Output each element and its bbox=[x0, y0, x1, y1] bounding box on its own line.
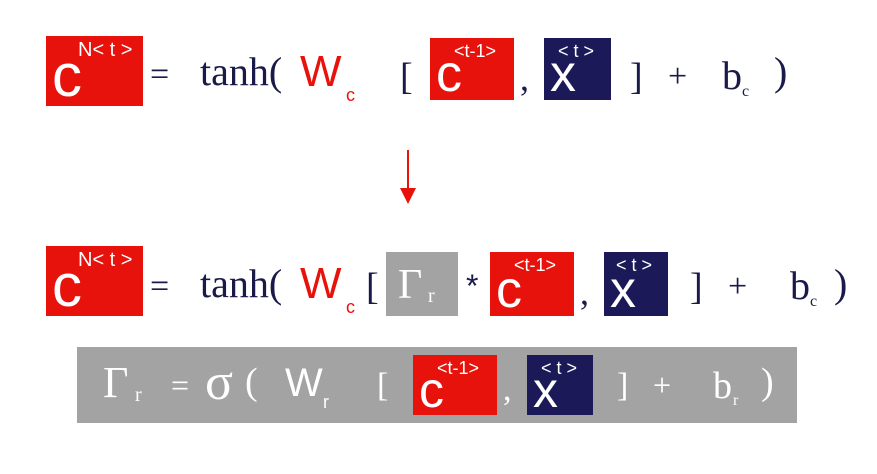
equals-sign: = bbox=[171, 367, 190, 403]
weight-w: W bbox=[285, 361, 323, 405]
x-box: x < t > bbox=[544, 38, 611, 100]
c-prev-variable: c bbox=[436, 45, 462, 100]
c-superscript: N< t > bbox=[78, 39, 133, 61]
plus-sign: + bbox=[668, 58, 688, 95]
open-bracket: [ bbox=[400, 56, 413, 98]
c-prev-superscript: <t-1> bbox=[454, 41, 497, 61]
tanh-function: tanh( bbox=[200, 49, 283, 94]
x-superscript: < t > bbox=[541, 358, 578, 378]
tanh-function: tanh( bbox=[200, 261, 283, 306]
x-box: x < t > bbox=[604, 252, 668, 316]
comma: , bbox=[520, 58, 529, 98]
c-tilde-box: c N< t > bbox=[46, 36, 143, 106]
c-tilde-box: c N< t > bbox=[46, 246, 143, 316]
x-variable: x bbox=[610, 261, 636, 316]
c-prev-variable: c bbox=[419, 362, 444, 415]
c-superscript: N< t > bbox=[78, 249, 133, 271]
bias-subscript: c bbox=[810, 293, 818, 310]
weight-w: W bbox=[300, 259, 342, 308]
bias-subscript: c bbox=[742, 83, 750, 100]
close-bracket: ] bbox=[690, 266, 703, 308]
weight-w: W bbox=[300, 47, 342, 96]
weight-subscript: r bbox=[323, 392, 329, 412]
close-bracket: ] bbox=[617, 367, 629, 404]
x-superscript: < t > bbox=[616, 255, 653, 275]
c-prev-superscript: <t-1> bbox=[437, 358, 480, 378]
bias-b: b bbox=[722, 53, 742, 98]
sigma-symbol: σ bbox=[205, 354, 234, 411]
equals-sign: = bbox=[150, 268, 170, 305]
comma: , bbox=[503, 371, 512, 408]
c-prev-box: c <t-1> bbox=[430, 38, 514, 100]
plus-sign: + bbox=[728, 268, 748, 305]
relevance-gate-panel: Γ r = σ ( W r [ c <t-1> , x < t > ] + b … bbox=[77, 347, 797, 423]
close-paren: ) bbox=[774, 49, 788, 94]
c-prev-box: c <t-1> bbox=[490, 252, 574, 316]
gamma-symbol: Γ bbox=[103, 358, 129, 407]
bias-b: b bbox=[790, 263, 810, 308]
gamma-r-box: Γ r bbox=[386, 252, 458, 316]
x-superscript: < t > bbox=[558, 41, 595, 61]
gamma-subscript: r bbox=[135, 384, 142, 406]
weight-subscript: c bbox=[346, 297, 355, 317]
comma: , bbox=[580, 272, 589, 312]
equals-sign: = bbox=[150, 56, 170, 93]
close-paren: ) bbox=[761, 361, 774, 403]
c-variable: c bbox=[52, 42, 82, 106]
open-bracket: [ bbox=[377, 367, 389, 404]
c-variable: c bbox=[52, 252, 82, 316]
open-paren: ( bbox=[245, 361, 258, 403]
multiply-sign: * bbox=[466, 268, 479, 304]
c-prev-variable: c bbox=[496, 261, 522, 316]
bias-subscript: r bbox=[733, 392, 739, 409]
x-variable: x bbox=[550, 45, 576, 100]
open-bracket: [ bbox=[366, 266, 379, 308]
close-paren: ) bbox=[834, 261, 848, 306]
plus-sign: + bbox=[653, 367, 672, 403]
gamma-symbol: Γ bbox=[398, 262, 423, 308]
down-arrow-icon bbox=[400, 150, 416, 204]
close-bracket: ] bbox=[630, 56, 643, 98]
weight-subscript: c bbox=[346, 85, 355, 105]
gamma-subscript: r bbox=[428, 285, 435, 307]
bias-b: b bbox=[713, 365, 732, 407]
x-variable: x bbox=[533, 362, 558, 415]
c-prev-superscript: <t-1> bbox=[514, 255, 557, 275]
c-prev-box: c <t-1> bbox=[413, 355, 497, 415]
x-box: x < t > bbox=[527, 355, 593, 415]
